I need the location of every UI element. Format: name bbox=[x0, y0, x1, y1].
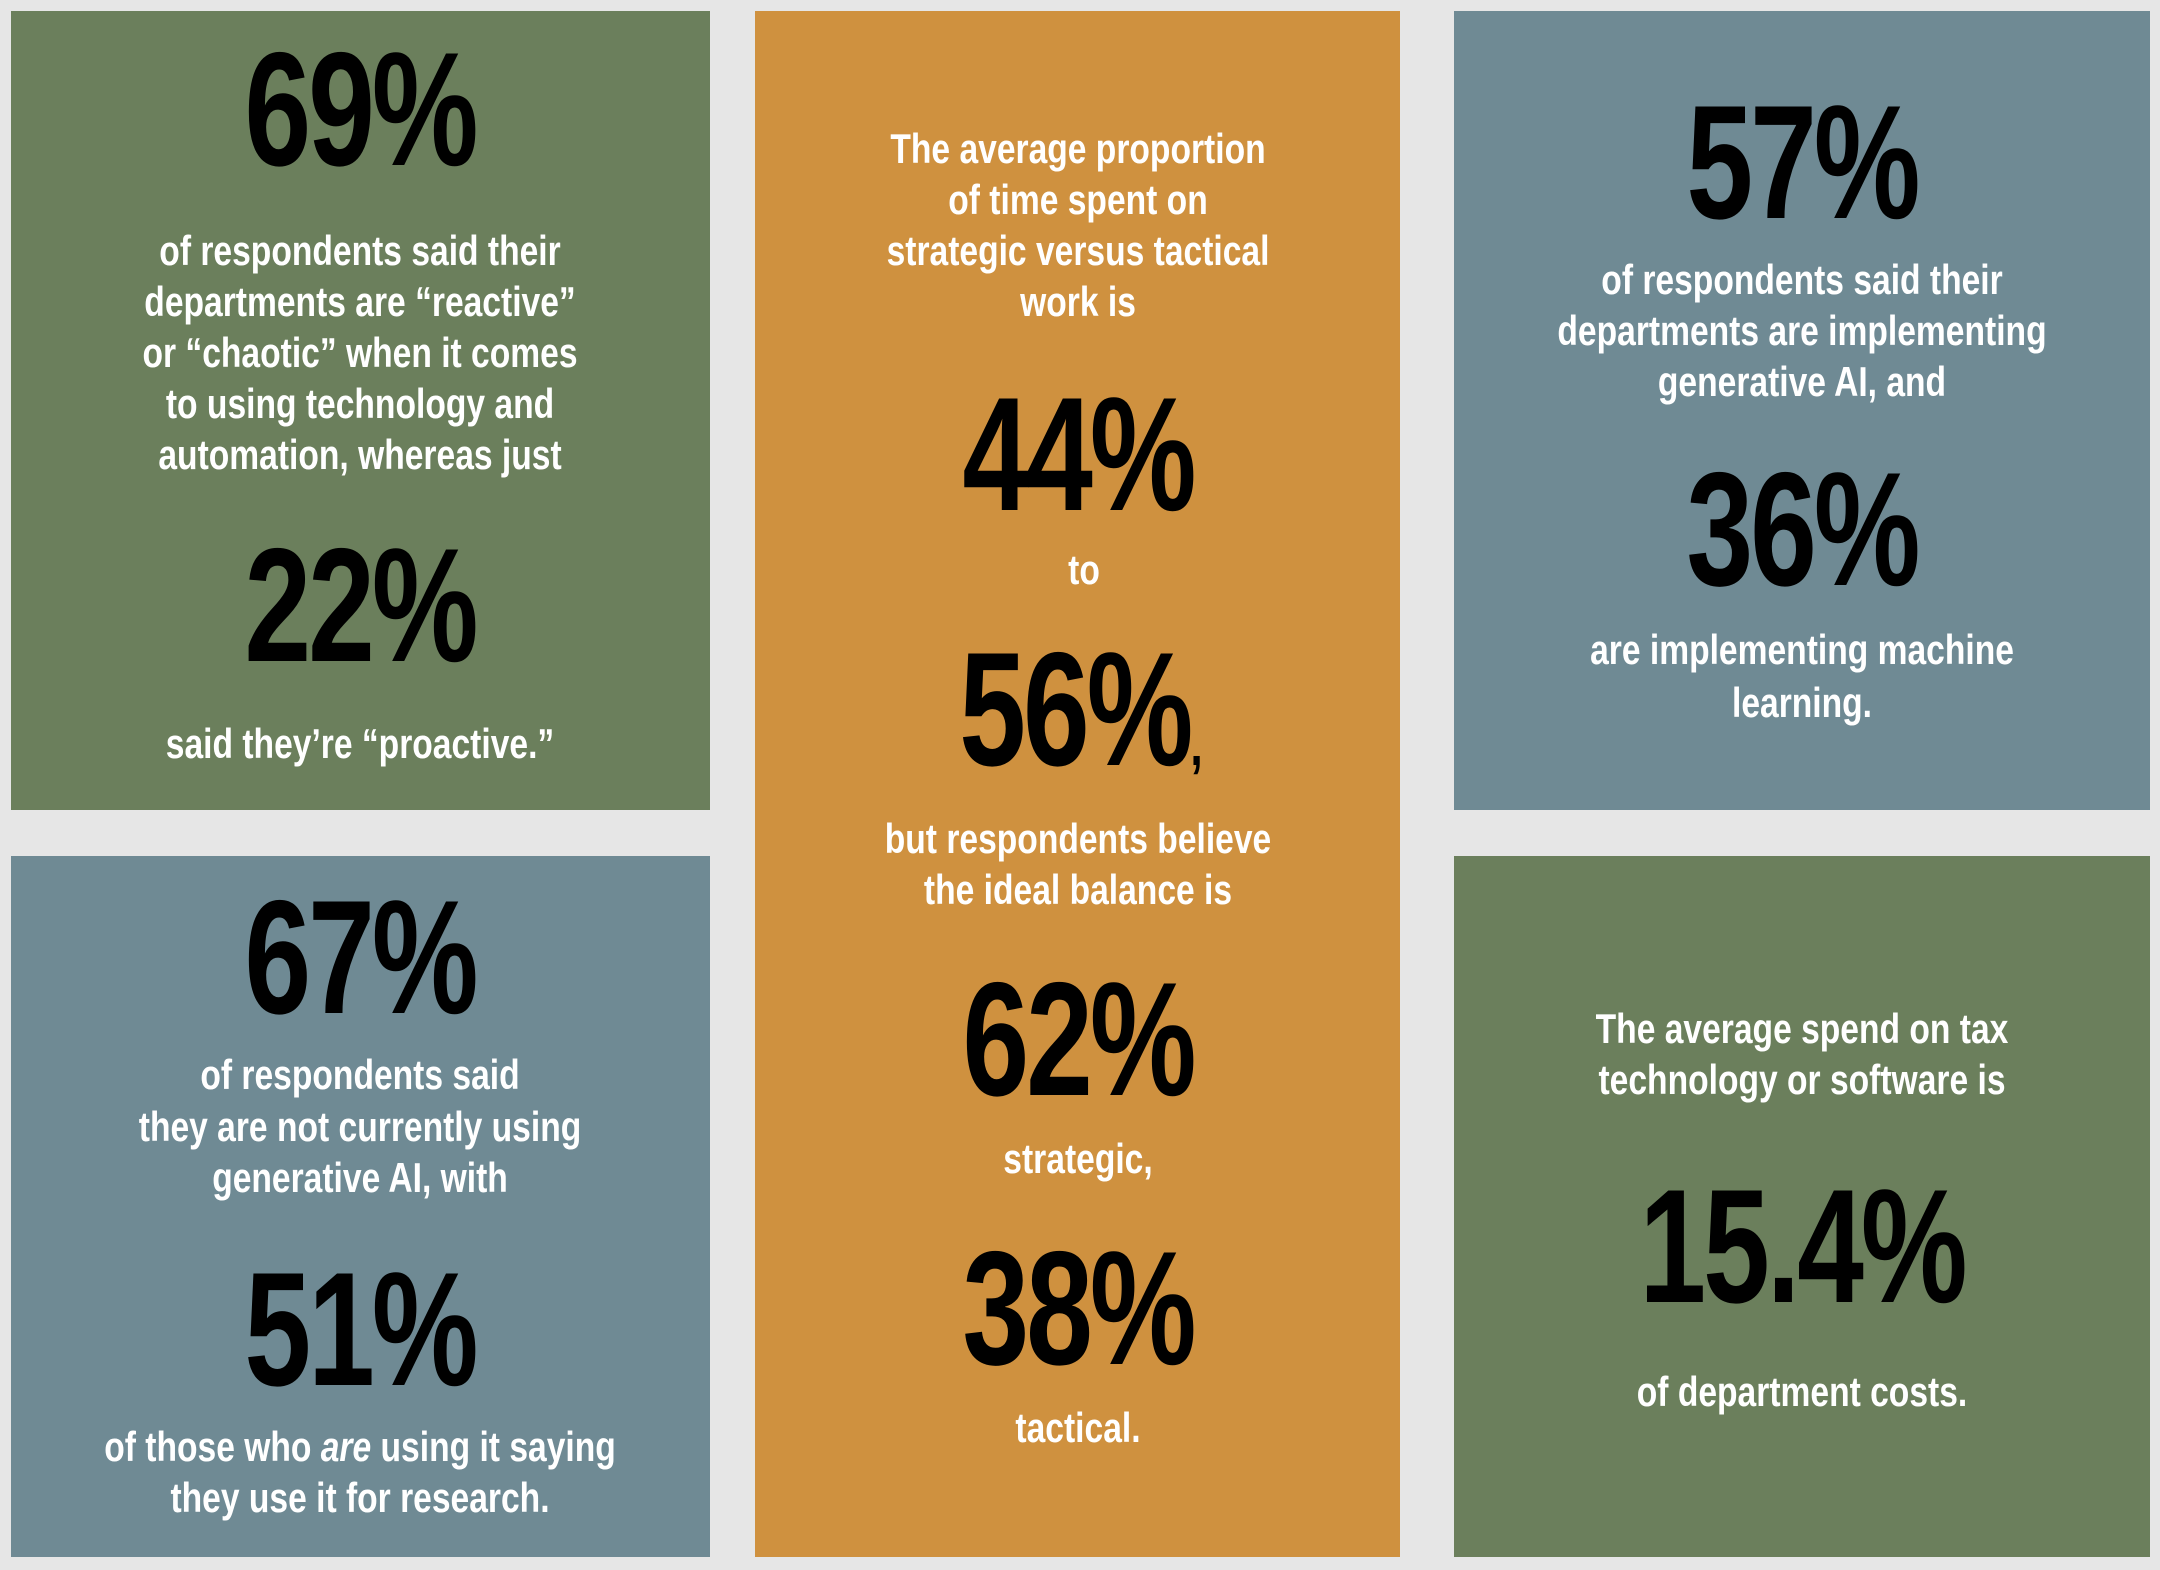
stat-text-tactical: tactical. bbox=[1015, 1404, 1141, 1451]
stat-text-line: generative AI, with bbox=[212, 1154, 508, 1201]
stat-56-percent: 56%, bbox=[959, 629, 1202, 791]
stat-text-line: the ideal balance is bbox=[923, 866, 1233, 913]
stat-text-line: departments are “reactive” bbox=[144, 278, 576, 325]
stat-value: 56% bbox=[959, 619, 1193, 800]
stat-text-line: of time spent on bbox=[948, 176, 1208, 223]
stat-22-percent: 22% bbox=[244, 515, 478, 696]
stat-51-percent: 51% bbox=[244, 1239, 478, 1420]
stat-text-line: they are not currently using bbox=[138, 1103, 582, 1150]
stat-text-line: are implementing machine bbox=[1590, 626, 2014, 673]
stat-text-line: of respondents said their bbox=[159, 227, 561, 274]
emphasis-are: are bbox=[320, 1423, 372, 1470]
stat-text-line: or “chaotic” when it comes bbox=[142, 329, 578, 376]
stat-36-percent: 36% bbox=[1686, 439, 1920, 620]
stat-69-percent: 69% bbox=[244, 19, 478, 200]
stat-text-line: they use it for research. bbox=[170, 1474, 550, 1521]
stat-text-line: strategic versus tactical bbox=[886, 227, 1270, 274]
stat-text-line: of those who are using it saying bbox=[104, 1426, 616, 1468]
stat-text-to: to bbox=[1068, 546, 1100, 593]
stat-text-line: of department costs. bbox=[1636, 1368, 1968, 1415]
stat-text-line: learning. bbox=[1731, 679, 1873, 726]
stat-62-percent: 62% bbox=[962, 949, 1196, 1130]
stat-67-percent: 67% bbox=[244, 867, 478, 1048]
text-part: using it saying bbox=[371, 1423, 616, 1470]
stat-text-line: The average proportion bbox=[890, 125, 1266, 172]
stat-text-line: departments are implementing bbox=[1557, 307, 2047, 354]
stat-text-line: of respondents said their bbox=[1601, 256, 2003, 303]
stat-panel-workflow-maturity: 69% of respondents said their department… bbox=[11, 11, 710, 810]
stat-44-percent: 44% bbox=[962, 364, 1196, 545]
stat-38-percent: 38% bbox=[962, 1218, 1196, 1399]
stat-text-line: to using technology and bbox=[165, 380, 555, 427]
stat-text-line: generative AI, and bbox=[1657, 358, 1947, 405]
stat-panel-tech-spend: The average spend on tax technology or s… bbox=[1454, 856, 2150, 1557]
stat-text-line: technology or software is bbox=[1598, 1056, 2006, 1103]
stat-text-line: said they’re “proactive.” bbox=[165, 720, 555, 767]
stat-text-line: of respondents said bbox=[200, 1051, 520, 1098]
stat-15-4-percent: 15.4% bbox=[1639, 1156, 1967, 1337]
stat-text-line: but respondents believe bbox=[884, 815, 1272, 862]
stat-text-line: work is bbox=[1020, 278, 1136, 325]
stat-text-line: automation, whereas just bbox=[158, 431, 562, 478]
stat-panel-strategic-tactical: The average proportion of time spent on … bbox=[755, 11, 1400, 1557]
stat-panel-genai-usage: 67% of respondents said they are not cur… bbox=[11, 856, 710, 1557]
stat-57-percent: 57% bbox=[1686, 72, 1920, 253]
comma: , bbox=[1190, 711, 1203, 778]
stat-panel-ai-ml-adoption: 57% of respondents said their department… bbox=[1454, 11, 2150, 810]
text-part: of those who bbox=[104, 1423, 321, 1470]
stat-text-strategic: strategic, bbox=[1003, 1135, 1153, 1182]
stat-text-line: The average spend on tax bbox=[1595, 1005, 2009, 1052]
